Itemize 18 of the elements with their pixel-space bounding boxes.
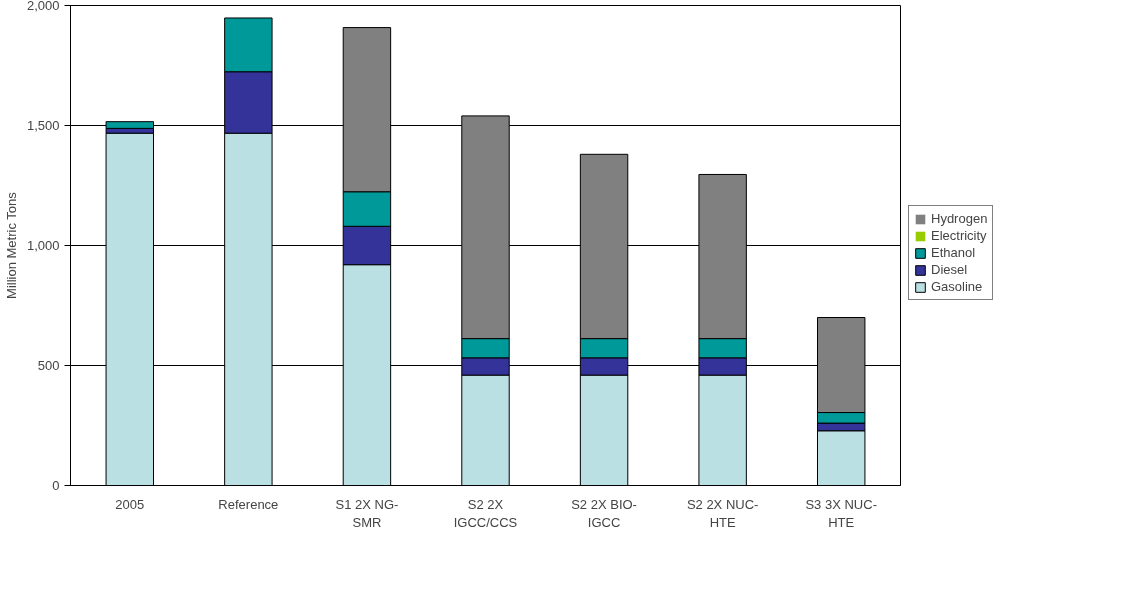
y-tick-label: 500 xyxy=(37,358,60,373)
x-tick-label: S2 2X IGCC/CCS xyxy=(453,496,518,530)
x-tick-label: S2 2X NUC- HTE xyxy=(686,496,759,530)
y-tick-label: 2,000 xyxy=(26,0,60,13)
legend-label: Hydrogen xyxy=(931,211,988,226)
x-tick-label: S3 3X NUC- HTE xyxy=(805,496,877,530)
legend-label: Gasoline xyxy=(931,279,983,294)
x-tick-label: 2005 xyxy=(115,496,145,512)
y-tick-label: 1,500 xyxy=(26,118,60,133)
x-tick-label: S2 2X BIO- IGCC xyxy=(571,496,637,530)
y-tick-label: 1,000 xyxy=(26,238,60,253)
legend-label: Diesel xyxy=(931,262,968,277)
legend-label: Electricity xyxy=(931,228,987,243)
y-axis-title: Million Metric Tons xyxy=(3,191,19,299)
legend-label: Ethanol xyxy=(931,245,976,260)
x-tick-label: Reference xyxy=(218,496,279,512)
y-tick-label: 0 xyxy=(52,478,60,493)
x-tick-label: S1 2X NG- SMR xyxy=(335,496,399,530)
